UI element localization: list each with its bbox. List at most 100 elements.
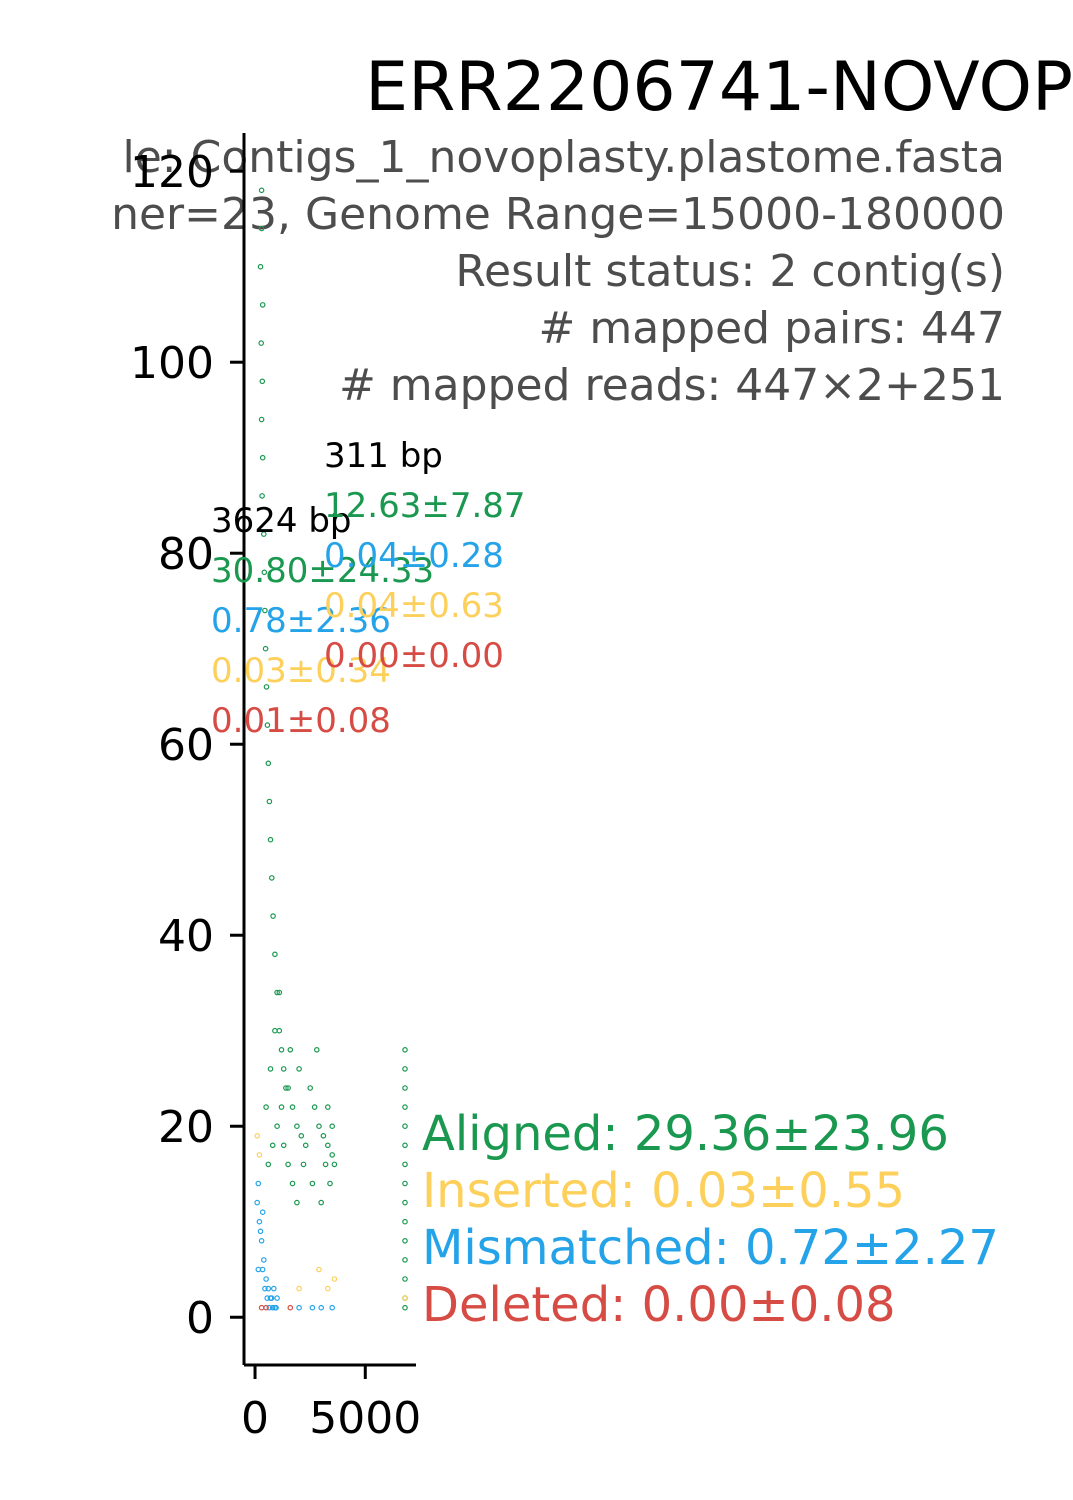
y-tick-label: 40	[158, 911, 214, 962]
aligned-point	[278, 1047, 285, 1053]
contig-length-label: 3624 bp	[211, 501, 352, 541]
aligned-point	[278, 1104, 285, 1110]
contig-deleted-label: 0.00±0.00	[324, 636, 504, 676]
chart-subtitle: le: Contigs_1_novoplasty.plastome.fastan…	[111, 132, 1005, 411]
aligned-point	[258, 187, 265, 194]
aligned-point	[402, 1304, 408, 1311]
aligned-point	[294, 1123, 300, 1130]
aligned-point	[261, 569, 268, 576]
contig-aligned-label: 12.63±7.87	[324, 486, 526, 526]
aligned-point	[313, 1047, 320, 1053]
aligned-point	[267, 1066, 274, 1072]
aligned-point	[263, 1104, 269, 1110]
aligned-point	[331, 1161, 338, 1168]
aligned-point	[262, 645, 269, 652]
mismatched-point	[265, 1285, 272, 1292]
mismatched-point	[266, 1304, 273, 1311]
aligned-point	[327, 1180, 333, 1187]
aligned-point	[280, 1066, 287, 1072]
mismatched-point	[263, 1276, 269, 1282]
aligned-point	[262, 607, 268, 614]
aligned-point	[402, 1085, 408, 1091]
contig-deleted-label: 0.01±0.08	[211, 701, 391, 741]
aligned-point	[259, 493, 265, 499]
aligned-point	[258, 340, 265, 346]
aligned-point	[272, 1027, 278, 1034]
aligned-point	[272, 951, 278, 958]
inserted-point	[402, 1295, 408, 1301]
aligned-point	[329, 1123, 336, 1130]
subtitle-line: Result status: 2 contig(s)	[455, 246, 1005, 297]
aligned-point	[402, 1066, 408, 1072]
mismatched-point	[255, 1266, 262, 1273]
mismatched-point	[268, 1295, 275, 1301]
contig-mismatched-label: 0.78±2.36	[211, 601, 391, 641]
x-tick-label: 5000	[309, 1393, 421, 1444]
aligned-point	[402, 1123, 408, 1130]
contig-mismatched-label: 0.04±0.28	[324, 536, 504, 576]
scatter-points	[254, 187, 408, 1311]
aligned-point	[259, 454, 266, 461]
aligned-point	[322, 1161, 329, 1168]
aligned-point	[280, 1142, 287, 1149]
mismatched-point	[262, 1285, 268, 1292]
aligned-point	[259, 302, 266, 308]
aligned-point	[269, 1142, 276, 1149]
aligned-point	[324, 1142, 331, 1149]
aligned-point	[265, 760, 272, 767]
inserted-point	[316, 1266, 322, 1273]
aligned-point	[257, 263, 264, 270]
mismatched-point	[257, 1228, 264, 1235]
aligned-point	[289, 1180, 296, 1187]
aligned-point	[274, 1123, 280, 1130]
aligned-point	[316, 1123, 322, 1130]
inserted-point	[296, 1285, 302, 1292]
aligned-point	[274, 989, 280, 996]
aligned-point	[276, 989, 283, 996]
legend-item-inserted: Inserted: 0.03±0.55	[422, 1163, 905, 1219]
contig-annotation: 311 bp 12.63±7.87 0.04±0.28 0.04±0.63 0.00±0…	[324, 436, 526, 676]
aligned-point	[329, 1152, 336, 1158]
mismatched-point	[273, 1304, 279, 1311]
aligned-point	[402, 1047, 408, 1053]
aligned-point	[263, 684, 270, 690]
mismatched-point	[296, 1304, 302, 1311]
mismatched-point	[260, 1257, 267, 1263]
mismatched-point	[256, 1218, 263, 1225]
contig-aligned-label: 30.80±24.33	[211, 551, 434, 591]
inserted-point	[331, 1276, 338, 1282]
inserted-point	[256, 1152, 263, 1158]
mismatched-point	[269, 1304, 276, 1311]
mismatched-point	[254, 1199, 261, 1206]
chart-title: ERR2206741-NOVOP	[365, 48, 1073, 127]
aligned-point	[309, 1180, 316, 1187]
aligned-point	[294, 1199, 300, 1206]
aligned-point	[268, 875, 275, 881]
subtitle-line: # mapped reads: 447×2+251	[339, 360, 1005, 411]
y-tick-label: 120	[130, 147, 214, 198]
contig-length-label: 311 bp	[324, 436, 443, 476]
aligned-point	[260, 531, 267, 537]
aligned-point	[402, 1199, 408, 1206]
x-tick-label: 0	[241, 1393, 269, 1444]
mismatched-point	[329, 1304, 336, 1311]
subtitle-line: # mapped pairs: 447	[539, 303, 1005, 354]
aligned-point	[402, 1218, 408, 1225]
legend-item-aligned: Aligned: 29.36±23.96	[422, 1106, 949, 1162]
aligned-point	[302, 1142, 309, 1149]
aligned-point	[402, 1257, 408, 1263]
y-tick-label: 60	[158, 720, 214, 771]
deleted-point	[287, 1304, 294, 1311]
contig-annotation: 3624 bp 30.80±24.33 0.78±2.36 0.03±0.34 0.01…	[211, 501, 434, 741]
aligned-point	[266, 798, 273, 805]
mismatched-point	[255, 1180, 262, 1187]
aligned-point	[267, 836, 274, 843]
deleted-point	[258, 1304, 265, 1311]
aligned-point	[289, 1104, 296, 1110]
aligned-point	[318, 1199, 325, 1206]
aligned-point	[258, 416, 265, 423]
aligned-point	[283, 1085, 289, 1091]
y-tick-label: 100	[130, 338, 214, 389]
